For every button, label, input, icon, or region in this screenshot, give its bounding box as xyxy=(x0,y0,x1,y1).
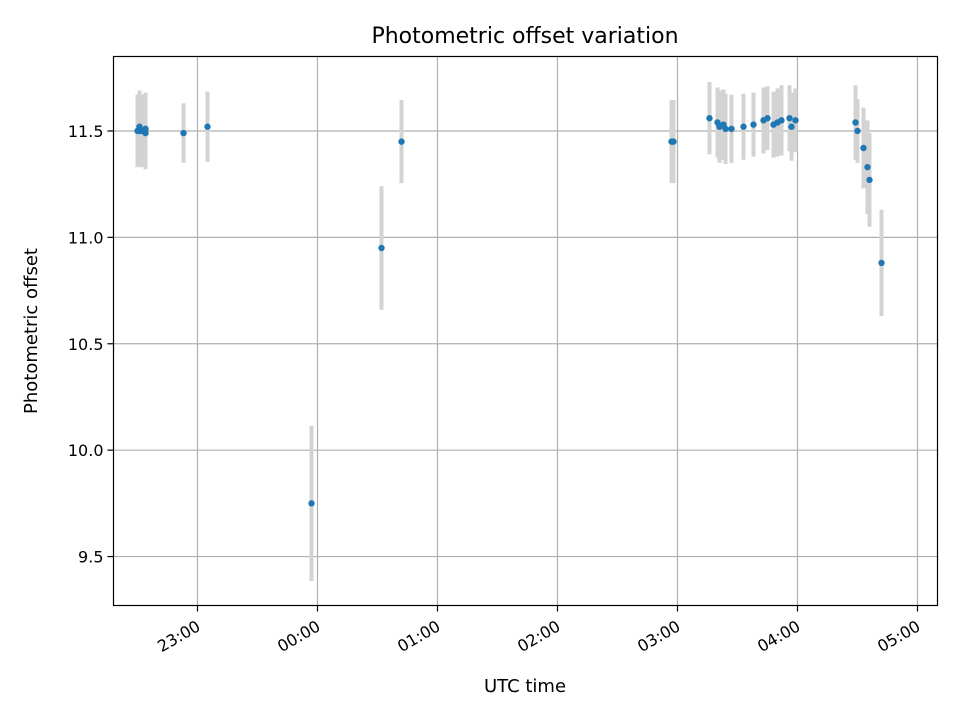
data-point xyxy=(722,125,729,133)
data-point xyxy=(852,119,859,126)
x-axis-label: UTC time xyxy=(484,676,566,697)
data-point xyxy=(180,129,187,137)
grid xyxy=(113,56,938,606)
y-tick-label: 10.5 xyxy=(68,335,104,354)
data-point xyxy=(778,117,785,124)
y-tick-label: 10.0 xyxy=(68,441,104,460)
plot-frame xyxy=(112,55,939,607)
data-point xyxy=(860,144,867,152)
data-point xyxy=(142,129,149,137)
y-tick-label: 11.5 xyxy=(68,122,104,141)
data-point xyxy=(740,123,747,130)
y-tick-label: 9.5 xyxy=(78,548,103,567)
y-tick-label: 11.0 xyxy=(68,228,104,247)
data-point xyxy=(878,259,885,267)
chart-title: Photometric offset variation xyxy=(371,24,678,49)
data-points xyxy=(134,115,885,507)
data-point xyxy=(706,115,713,122)
data-point xyxy=(786,115,793,122)
data-point xyxy=(792,117,799,124)
data-point xyxy=(750,121,757,128)
data-point xyxy=(308,500,315,507)
y-axis-label: Photometric offset xyxy=(21,248,42,414)
data-point xyxy=(204,123,211,130)
data-point xyxy=(866,176,873,184)
data-point xyxy=(864,163,871,171)
data-point xyxy=(378,244,385,252)
data-point xyxy=(398,138,405,145)
data-point xyxy=(788,123,795,130)
data-point xyxy=(854,127,861,135)
data-point xyxy=(764,115,771,122)
data-point xyxy=(728,125,735,133)
data-point xyxy=(670,138,677,145)
